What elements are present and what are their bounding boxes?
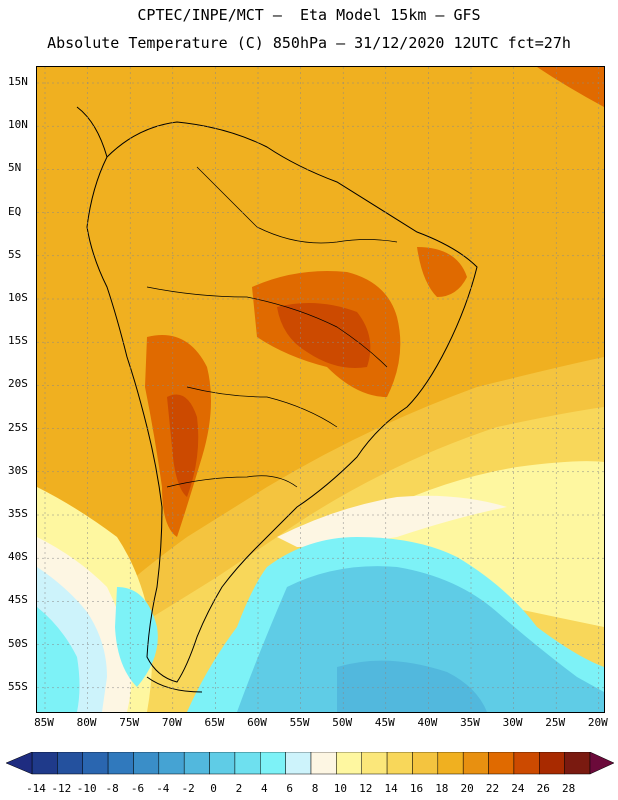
map-frame (36, 66, 605, 713)
lon-label: 40W (417, 716, 438, 729)
colorbar-segment (513, 752, 540, 775)
lon-label: 85W (34, 716, 54, 729)
colorbar (5, 752, 615, 775)
border-lines-south (186, 386, 338, 428)
colorbar-low-arrow (5, 752, 33, 775)
colorbar-label: -2 (181, 782, 195, 795)
lat-label: 15N (8, 75, 28, 88)
colorbar-label: 10 (333, 782, 347, 795)
field-hot-ne (417, 247, 467, 297)
colorbar-segment (564, 752, 591, 775)
lon-label: 55W (289, 716, 310, 729)
colorbar-label: 14 (384, 782, 398, 795)
colorbar-label: -14 (26, 782, 46, 795)
lat-label: 10S (8, 291, 28, 304)
border-lines-north (196, 166, 398, 244)
lat-label: 45S (8, 593, 28, 607)
field-cold-blue (237, 566, 604, 712)
colorbar-segment (488, 752, 515, 775)
colorbar-segment (336, 752, 362, 775)
lon-label: 35W (460, 716, 480, 729)
lat-label: 35S (8, 507, 28, 520)
map-title-line-2: Absolute Temperature (C) 850hPa – 31/12/… (47, 34, 571, 52)
colorbar-label: 20 (460, 782, 474, 795)
lat-label: 25S (8, 420, 28, 434)
colorbar-high-arrow (589, 752, 615, 775)
colorbar-label: -4 (156, 782, 170, 795)
colorbar-label: 22 (485, 782, 500, 795)
lat-label: 20S (8, 377, 28, 391)
colorbar-segment (133, 752, 160, 775)
colorbar-label: 8 (311, 782, 319, 795)
colorbar-segment (539, 752, 565, 775)
lat-label: 10N (8, 118, 28, 132)
colorbar-label: 2 (235, 782, 243, 795)
field-patagonia-cold (115, 587, 158, 687)
lat-label: 30S (8, 463, 28, 477)
lat-label: 5N (8, 161, 22, 175)
lat-label: 50S (8, 636, 28, 650)
lon-label: 20W (587, 716, 608, 729)
lon-label: 80W (76, 716, 97, 729)
colorbar-segment (462, 752, 489, 775)
colorbar-segment (361, 752, 388, 775)
colorbar-segment (183, 752, 210, 775)
colorbar-label: 6 (286, 782, 293, 795)
lon-label: 75W (119, 716, 140, 729)
colorbar-label: 18 (435, 782, 449, 795)
lon-label: 50W (332, 716, 353, 729)
field-hot-north (537, 67, 604, 107)
field-pacific-cyan (37, 607, 80, 712)
map-title-line-1: CPTEC/INPE/MCT – Eta Model 15km – GFS (137, 6, 481, 24)
colorbar-label: 24 (511, 782, 525, 795)
colorbar-segment (82, 752, 109, 775)
colorbar-label: -8 (105, 782, 119, 795)
colorbar-segment (107, 752, 134, 775)
border-lines-plata (166, 475, 298, 488)
colorbar-segment (260, 752, 286, 775)
colorbar-label: 28 (562, 782, 576, 795)
lon-label: 30W (502, 716, 523, 729)
field-hot-core (277, 303, 371, 368)
temperature-map (37, 67, 604, 712)
colorbar-label: 4 (260, 782, 268, 795)
field-cold-core (337, 660, 487, 712)
colorbar-label: -6 (130, 782, 145, 795)
field-hot-chaco (167, 394, 199, 497)
colorbar-segment (57, 752, 83, 775)
field-cream (277, 495, 507, 547)
central-america-outline (76, 106, 108, 158)
lat-label: 55S (8, 679, 28, 693)
lon-label: 45W (374, 716, 395, 729)
tierra-del-fuego-outline (146, 676, 203, 693)
colorbar-segment (209, 752, 236, 775)
colorbar-label: -12 (51, 782, 72, 795)
field-north (37, 67, 604, 237)
colorbar-segment (386, 752, 413, 775)
colorbar-label: -10 (76, 782, 97, 795)
lat-label: 40S (8, 550, 28, 564)
lon-label: 70W (161, 716, 182, 729)
colorbar-segment (412, 752, 439, 775)
colorbar-segment (31, 752, 58, 775)
colorbar-segment (234, 752, 261, 775)
field-pale-yellow (287, 461, 604, 627)
colorbar-label: 26 (536, 782, 550, 795)
colorbar-label: 16 (409, 782, 424, 795)
lon-label: 65W (204, 716, 225, 729)
lon-label: 25W (545, 716, 566, 729)
lat-label: 15S (8, 334, 28, 348)
colorbar-label: 12 (359, 782, 373, 795)
border-lines-central (146, 286, 388, 368)
colorbar-segment (285, 752, 312, 775)
lat-label: 5S (8, 247, 22, 261)
south-america-outline (86, 121, 478, 683)
lon-label: 60W (247, 716, 267, 729)
lat-label: EQ (8, 204, 22, 218)
colorbar-label: 0 (210, 782, 217, 795)
colorbar-segment (437, 752, 464, 775)
colorbar-segment (158, 752, 185, 775)
colorbar-segment (310, 752, 337, 775)
